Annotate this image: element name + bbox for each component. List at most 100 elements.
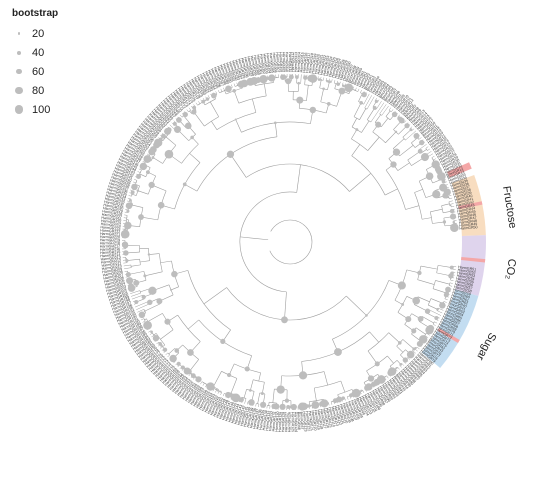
- bootstrap-node: [441, 179, 446, 184]
- bootstrap-node: [391, 111, 398, 118]
- tip-label: HarmGR110: [339, 404, 349, 424]
- bootstrap-node: [364, 385, 370, 391]
- branch: [131, 294, 144, 300]
- branch: [351, 144, 361, 156]
- tip-label: HarmGR206: [104, 276, 125, 284]
- branch: [421, 316, 434, 324]
- branch: [152, 157, 163, 164]
- tip-label: HarmGR109: [342, 403, 352, 423]
- tip-label: HarmGR129: [278, 412, 283, 432]
- branch: [349, 173, 371, 192]
- branch: [144, 271, 163, 277]
- branch: [407, 357, 411, 360]
- tip-label: HarmGR218: [100, 241, 120, 245]
- branch-arc: [351, 138, 368, 151]
- tip-label: HarmGR6: [376, 81, 388, 97]
- tip-label: HarmGR202: [107, 287, 127, 296]
- branch: [284, 291, 287, 320]
- bootstrap-node: [367, 375, 375, 382]
- branch: [230, 378, 238, 395]
- legend-dot: [16, 68, 22, 75]
- tip-label: HarmGR58: [453, 285, 472, 294]
- branch: [217, 90, 220, 93]
- tip-label: HarmGR104: [358, 396, 370, 416]
- tip-label: HarmGR211: [101, 261, 121, 267]
- bootstrap-node: [327, 80, 331, 84]
- bootstrap-node: [437, 172, 446, 181]
- bootstrap-node: [184, 122, 192, 130]
- tip-label: HarmGR302: [259, 54, 266, 75]
- bootstrap-node: [425, 172, 434, 180]
- bootstrap-node: [394, 130, 398, 134]
- bootstrap-node: [136, 174, 142, 179]
- tip-label: HarmGR325: [328, 57, 337, 78]
- branch: [379, 104, 387, 114]
- branch: [432, 288, 447, 294]
- tip-label: HarmGR35: [450, 179, 468, 189]
- branch: [189, 110, 192, 114]
- bootstrap-node: [297, 81, 301, 85]
- bootstrap-node: [211, 92, 217, 99]
- tip-label: HarmGR297: [243, 57, 252, 78]
- tip-label: HarmGR38: [453, 188, 472, 197]
- branch: [396, 345, 404, 353]
- branch: [370, 102, 385, 123]
- bootstrap-node: [156, 298, 163, 305]
- tip-label: HarmGR151: [209, 396, 221, 416]
- legend-dot-wrap: [6, 50, 32, 55]
- tip-label: HarmGR292: [228, 61, 238, 81]
- tip-label: BmorGR13: [447, 170, 465, 180]
- bootstrap-node: [134, 300, 139, 305]
- branch: [244, 398, 247, 404]
- branch-arc: [367, 332, 389, 352]
- bootstrap-node: [449, 213, 457, 220]
- bootstrap-node: [296, 96, 304, 104]
- bootstrap-node: [372, 106, 377, 110]
- bootstrap-node: [164, 135, 168, 138]
- branch: [151, 335, 155, 338]
- bootstrap-node: [449, 265, 454, 270]
- bootstrap-node: [211, 385, 215, 389]
- branch: [385, 110, 391, 117]
- tip-label: HarmGR133: [265, 411, 271, 432]
- branch: [450, 203, 454, 205]
- bootstrap-node: [123, 250, 129, 256]
- branch: [437, 265, 452, 268]
- tip-label: HarmGR41: [455, 197, 474, 205]
- legend-items: 20 40 60 80 100: [6, 24, 66, 119]
- bootstrap-node: [391, 368, 396, 373]
- branch: [236, 82, 238, 86]
- bootstrap-node: [133, 279, 140, 286]
- tip-label: HarmGR289: [219, 64, 230, 84]
- bootstrap-node: [309, 106, 317, 114]
- bootstrap-node: [317, 78, 321, 81]
- branch: [414, 188, 423, 193]
- tip-label: HarmGR330: [342, 61, 352, 81]
- branch-arc: [430, 211, 433, 224]
- tip-label: HarmGR232: [104, 197, 125, 205]
- branch-arc: [448, 201, 451, 206]
- tip-label: BmorGR12: [446, 167, 464, 178]
- bootstrap-node: [192, 105, 197, 110]
- tip-label: HarmGR220: [100, 235, 120, 240]
- tip-label: HarmGR324: [325, 56, 333, 77]
- tip-label: HarmGR321: [317, 54, 324, 75]
- bootstrap-node: [286, 405, 291, 409]
- branch: [134, 179, 138, 181]
- bootstrap-node: [150, 330, 153, 334]
- bootstrap-node: [320, 399, 329, 408]
- tip-label: HarmGR31: [443, 161, 461, 172]
- tip-label: HarmGR143: [234, 404, 244, 424]
- legend-item: 80: [6, 81, 66, 100]
- branch: [144, 318, 147, 321]
- tip-label: HarmGR296: [240, 57, 249, 78]
- branch: [124, 267, 132, 270]
- branch: [240, 236, 269, 241]
- tip-label: HarmGR111: [336, 405, 345, 425]
- highlight-band: [458, 201, 483, 210]
- branch-arc: [253, 379, 265, 383]
- tip-label: HarmGR205: [104, 278, 125, 286]
- legend-item: 20: [6, 24, 66, 43]
- branch: [407, 151, 421, 161]
- bootstrap-node: [244, 366, 250, 372]
